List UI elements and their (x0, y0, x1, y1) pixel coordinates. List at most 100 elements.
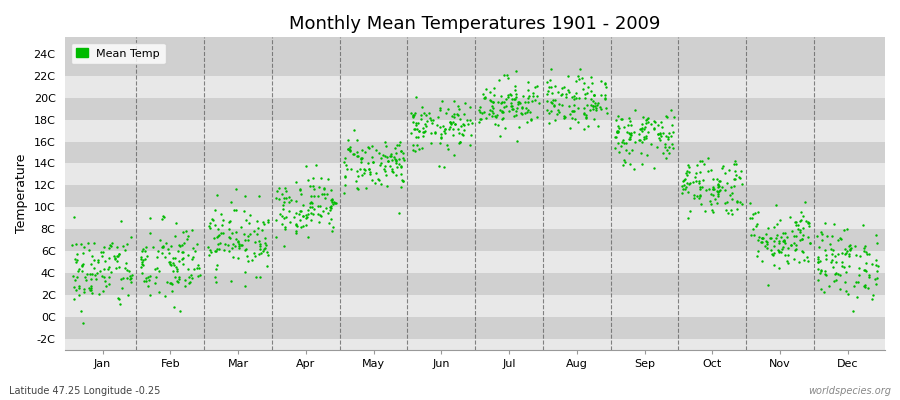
Point (123, 279, 138, 286)
Point (860, 268, 874, 274)
Point (379, 172, 393, 179)
Point (472, 107, 486, 113)
Point (689, 193, 704, 200)
Point (610, 112, 625, 119)
Point (382, 153, 397, 159)
Point (248, 252, 263, 259)
Point (446, 114, 461, 120)
Point (442, 126, 456, 132)
Point (338, 174, 353, 180)
Point (303, 217, 318, 223)
Point (819, 272, 833, 278)
Point (156, 213, 170, 220)
Point (193, 272, 207, 278)
Point (622, 130, 636, 136)
Point (137, 278, 151, 284)
Point (484, 97, 499, 104)
Point (229, 228, 243, 235)
Point (720, 180, 734, 186)
Point (584, 102, 598, 108)
Point (509, 94, 524, 100)
Point (166, 260, 180, 266)
Point (772, 216, 787, 223)
Point (317, 186, 331, 192)
Point (224, 199, 238, 206)
Point (778, 229, 793, 236)
Point (563, 111, 578, 118)
Point (693, 186, 707, 192)
Point (373, 150, 387, 156)
Point (98, 257, 112, 264)
Point (870, 274, 885, 281)
Point (554, 102, 569, 108)
Bar (66, 54, 885, 76)
Point (350, 149, 365, 155)
Point (284, 197, 298, 203)
Point (587, 92, 601, 99)
Point (353, 166, 367, 172)
Point (616, 136, 630, 143)
Point (846, 283, 860, 290)
Point (441, 146, 455, 152)
Point (321, 176, 336, 182)
Point (472, 109, 487, 116)
Point (215, 217, 230, 224)
Bar (66, 251, 885, 273)
Point (771, 240, 786, 246)
Point (408, 110, 422, 116)
Point (500, 92, 515, 98)
Point (521, 93, 535, 100)
Point (772, 238, 787, 244)
Point (842, 242, 856, 249)
Point (505, 103, 519, 110)
Point (369, 170, 383, 176)
Point (112, 296, 126, 303)
Point (392, 155, 406, 162)
Point (513, 100, 527, 106)
Point (443, 124, 457, 130)
Point (760, 225, 775, 231)
Point (778, 239, 792, 246)
Point (647, 165, 662, 171)
Point (754, 238, 769, 245)
Point (85, 271, 99, 277)
Point (248, 239, 262, 246)
Point (763, 235, 778, 241)
Point (424, 117, 438, 124)
Point (653, 130, 668, 136)
Point (749, 222, 763, 229)
Point (452, 140, 466, 147)
Point (505, 105, 519, 112)
Point (493, 107, 508, 113)
Point (554, 92, 568, 99)
Point (173, 242, 187, 249)
Legend: Mean Temp: Mean Temp (71, 43, 166, 64)
Point (252, 246, 266, 252)
Point (377, 166, 392, 172)
Point (270, 188, 284, 194)
Point (584, 88, 598, 94)
Point (141, 274, 156, 280)
Point (610, 129, 625, 135)
Point (338, 154, 353, 161)
Point (164, 242, 178, 249)
Point (524, 116, 538, 122)
Point (540, 91, 554, 98)
Point (454, 139, 468, 146)
Point (664, 133, 679, 139)
Point (636, 134, 651, 140)
Point (623, 136, 637, 142)
Point (66, 273, 80, 279)
Point (344, 166, 358, 172)
Point (138, 248, 152, 254)
Point (464, 120, 479, 126)
Point (686, 179, 700, 185)
Point (520, 107, 535, 113)
Point (801, 258, 815, 264)
Point (503, 91, 517, 97)
Point (159, 240, 174, 246)
Point (428, 128, 442, 135)
Point (327, 199, 341, 206)
Point (164, 279, 178, 286)
Point (70, 257, 85, 264)
